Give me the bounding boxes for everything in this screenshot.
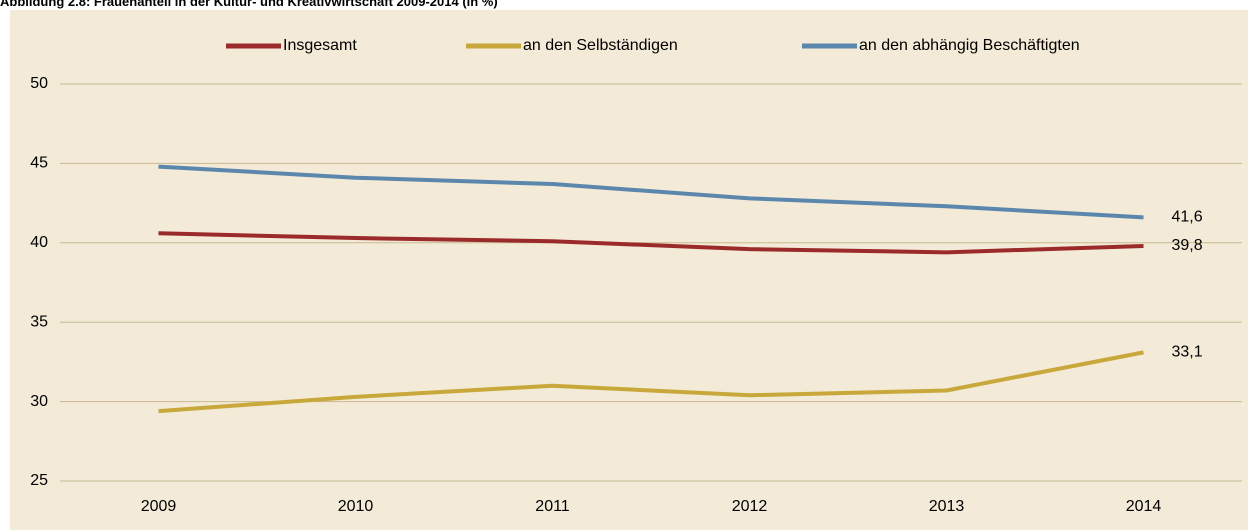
y-tick-label: 25: [30, 472, 48, 489]
y-tick-label: 30: [30, 393, 48, 410]
y-tick-label: 40: [30, 234, 48, 251]
data-label: 33,1: [1172, 344, 1203, 361]
x-tick-label: 2014: [1126, 498, 1162, 515]
series-line: [158, 231, 1144, 255]
x-tick-label: 2013: [929, 498, 965, 515]
legend-label: Insgesamt: [283, 37, 357, 54]
series-line: [158, 164, 1144, 220]
y-tick-label: 50: [30, 75, 48, 92]
x-tick-label: 2009: [141, 498, 177, 515]
series-line: [158, 350, 1144, 414]
data-label: 41,6: [1172, 209, 1203, 226]
chart-title: Abbildung 2.8: Frauenanteil in der Kultu…: [0, 0, 498, 9]
data-label: 39,8: [1172, 237, 1203, 254]
x-tick-label: 2011: [535, 498, 570, 515]
x-tick-label: 2010: [338, 498, 374, 515]
y-tick-label: 35: [30, 313, 48, 330]
chart-background: [10, 10, 1248, 530]
legend-label: an den Selbständigen: [523, 37, 678, 54]
x-tick-label: 2012: [732, 498, 768, 515]
y-tick-label: 45: [30, 155, 48, 172]
legend-label: an den abhängig Beschäftigten: [859, 37, 1080, 54]
